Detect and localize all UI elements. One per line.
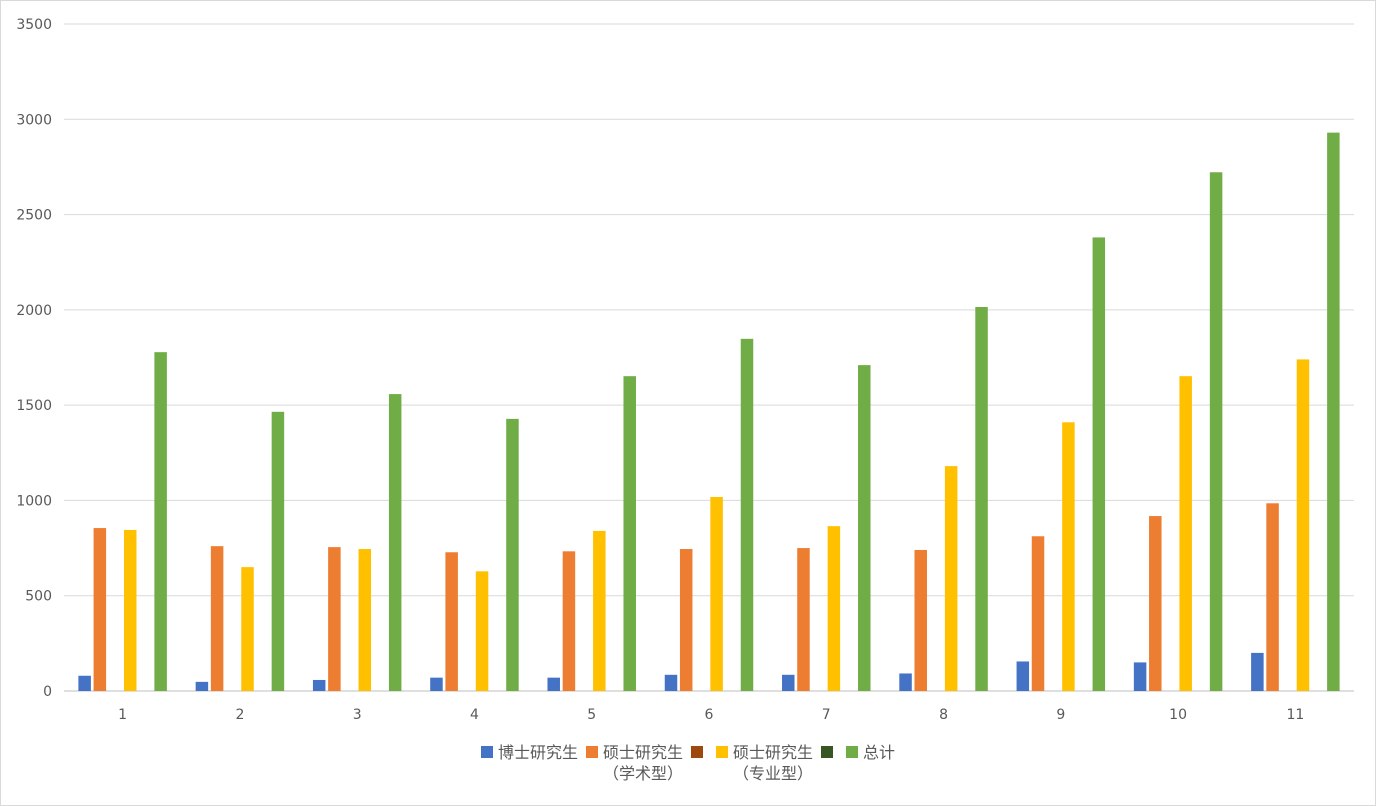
- bar: [664, 674, 678, 691]
- bar: [475, 571, 489, 691]
- y-tick-label: 0: [43, 684, 52, 700]
- x-tick-label: 7: [822, 707, 831, 723]
- legend-item-phd: 博士研究生: [480, 742, 578, 763]
- legend-item-total: 总计: [846, 742, 895, 763]
- y-tick-label: 2000: [16, 303, 52, 319]
- legend-swatch: [480, 746, 493, 758]
- bar: [1296, 359, 1310, 691]
- bar: [740, 338, 754, 691]
- x-tick-label: 5: [587, 707, 596, 723]
- x-tick-label: 10: [1169, 707, 1187, 723]
- bar: [679, 549, 693, 691]
- bar: [710, 496, 723, 691]
- legend-swatch: [716, 746, 728, 758]
- bar: [547, 677, 560, 691]
- bar: [1062, 422, 1075, 691]
- bar: [271, 411, 285, 691]
- bar: [1327, 132, 1340, 691]
- bar: [195, 681, 209, 691]
- legend-item-unlabeled-1: [691, 742, 708, 758]
- legend-swatch: [691, 746, 703, 758]
- y-tick-label: 1000: [16, 493, 52, 509]
- legend-swatch: [585, 746, 598, 758]
- y-tick-label: 3500: [16, 17, 52, 33]
- x-tick-label: 11: [1286, 707, 1304, 723]
- bar: [312, 679, 326, 691]
- bar: [858, 365, 871, 691]
- legend-item-master-professional: 硕士研究生 （专业型）: [716, 742, 813, 784]
- legend-swatch: [821, 746, 834, 758]
- legend-item-unlabeled-2: [821, 742, 838, 758]
- bar: [1209, 172, 1223, 691]
- bar: [827, 526, 841, 691]
- bar: [430, 677, 443, 691]
- bar: [623, 376, 636, 691]
- bar: [1031, 536, 1045, 691]
- bar: [241, 567, 254, 691]
- bar: [388, 394, 402, 691]
- legend-item-master-academic: 硕士研究生 （学术型）: [585, 742, 683, 784]
- bar: [210, 546, 224, 691]
- bar: [782, 674, 795, 691]
- legend-label: 硕士研究生 （学术型）: [602, 743, 683, 783]
- bar: [1133, 662, 1147, 691]
- bar: [797, 548, 810, 691]
- x-tick-label: 6: [705, 707, 714, 723]
- legend-label: 总计: [863, 743, 896, 762]
- bar: [1179, 376, 1192, 691]
- legend: 博士研究生 硕士研究生 （学术型） 硕士研究生 （专业型） 总计: [0, 742, 1376, 784]
- bar: [358, 549, 372, 691]
- bar: [1149, 516, 1162, 691]
- bar: [154, 352, 167, 691]
- legend-swatch: [846, 746, 859, 758]
- bar: [1266, 503, 1279, 691]
- bar: [1251, 652, 1264, 691]
- x-tick-label: 4: [470, 707, 479, 723]
- bar: [944, 466, 958, 691]
- bar: [445, 552, 458, 691]
- bar: [975, 306, 988, 691]
- x-tick-label: 3: [353, 707, 362, 723]
- x-tick-label: 9: [1056, 707, 1065, 723]
- y-tick-label: 500: [25, 589, 52, 605]
- bar: [78, 675, 91, 691]
- y-tick-label: 2500: [16, 208, 52, 224]
- bar: [1016, 661, 1030, 691]
- bar: [593, 530, 606, 691]
- y-tick-label: 3000: [16, 112, 52, 128]
- x-tick-label: 8: [939, 707, 948, 723]
- bar: [328, 547, 341, 691]
- bar: [93, 528, 107, 691]
- legend-label: 硕士研究生 （专业型）: [733, 743, 814, 783]
- y-tick-label: 1500: [16, 398, 52, 414]
- bar: [1092, 237, 1106, 691]
- bar: [123, 529, 137, 691]
- bar: [562, 551, 576, 691]
- bar: [899, 673, 912, 691]
- legend-label: 博士研究生: [497, 743, 578, 762]
- x-tick-label: 1: [118, 707, 127, 723]
- x-tick-label: 2: [235, 707, 244, 723]
- bar: [914, 549, 927, 691]
- bar: [506, 418, 519, 691]
